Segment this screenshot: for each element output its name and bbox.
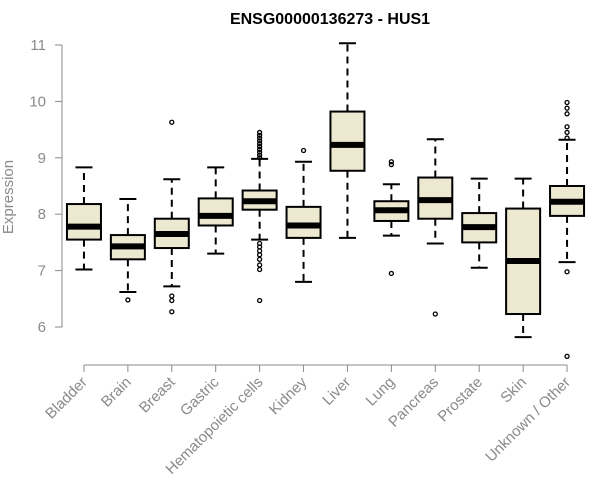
y-tick-label: 10 (29, 93, 46, 110)
outlier-point (256, 262, 263, 268)
outlier-point (256, 143, 263, 150)
box-series (65, 42, 586, 359)
box-breast (153, 119, 190, 315)
box-skin (505, 177, 542, 339)
y-tick-label: 6 (38, 319, 46, 336)
box-prostate (461, 177, 498, 269)
outlier-point (256, 252, 263, 258)
outlier-point (256, 149, 263, 155)
y-tick-label: 7 (38, 263, 46, 280)
y-tick-label: 11 (30, 37, 46, 54)
outlier-point (564, 135, 570, 141)
outlier-point (564, 99, 570, 106)
outlier-point (564, 269, 570, 275)
x-tick-label: Skin (497, 374, 530, 407)
outlier-point (432, 311, 438, 317)
x-tick-label: Brain (98, 374, 135, 411)
box-hematopoietic-cells (241, 129, 278, 304)
outlier-point (388, 270, 395, 277)
outlier-point (300, 147, 307, 154)
outlier-point (169, 309, 175, 315)
outlier-point (256, 138, 263, 144)
iqr-box (197, 197, 234, 227)
x-tick-label: Kidney (266, 373, 311, 418)
outlier-point (256, 141, 263, 147)
outlier-point (564, 111, 570, 117)
box-pancreas (417, 138, 454, 317)
y-tick-label: 8 (38, 206, 46, 223)
box-bladder (65, 166, 102, 271)
outlier-point (388, 159, 395, 165)
iqr-box (329, 110, 366, 172)
outlier-point (256, 135, 263, 141)
outlier-point (169, 297, 175, 304)
box-unknown-other (549, 99, 586, 359)
outlier-point (564, 353, 570, 359)
outlier-point (256, 297, 263, 304)
x-tick-label: Lung (363, 374, 399, 410)
y-axis-label: Expression (0, 160, 17, 234)
outlier-point (256, 132, 263, 138)
box-liver (329, 42, 366, 239)
outlier-point (564, 105, 570, 111)
box-brain (109, 197, 146, 303)
box-lung (373, 159, 410, 277)
outlier-point (256, 266, 263, 273)
x-tick-label: Bladder (42, 374, 91, 423)
iqr-box (285, 205, 322, 239)
x-tick-label: Liver (319, 374, 354, 409)
chart-title: ENSG00000136273 - HUS1 (230, 11, 430, 28)
iqr-box (65, 203, 102, 241)
outlier-point (388, 161, 395, 168)
outlier-point (256, 155, 263, 161)
outlier-point (125, 297, 131, 303)
outlier-point (256, 152, 263, 158)
outlier-point (256, 146, 263, 152)
x-tick-label: Prostate (435, 374, 487, 426)
outlier-point (564, 129, 570, 136)
box-kidney (285, 147, 322, 283)
y-tick-label: 9 (38, 150, 46, 167)
outlier-point (169, 119, 175, 125)
outlier-point (564, 124, 570, 130)
box-gastric (197, 166, 234, 255)
y-axis: 6 7 8 9 10 11 (29, 37, 63, 336)
outlier-point (256, 256, 263, 262)
outlier-point (256, 129, 263, 136)
x-tick-label: Breast (136, 373, 179, 416)
outlier-point (169, 293, 175, 299)
